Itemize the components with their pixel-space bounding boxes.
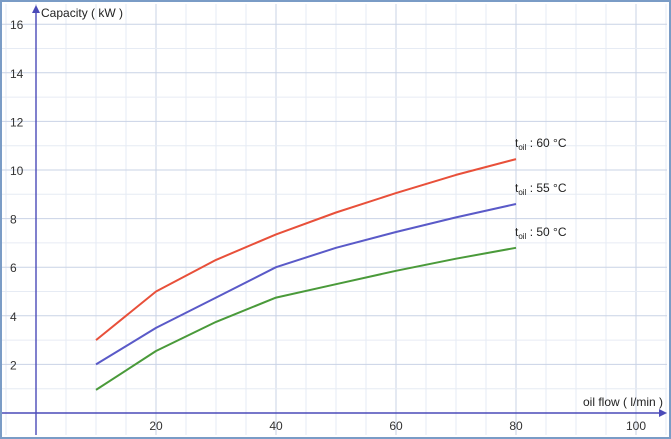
- y-tick-label: 6: [10, 261, 17, 275]
- x-tick-label: 60: [389, 419, 403, 433]
- y-tick-label: 4: [10, 310, 17, 324]
- y-tick-label: 8: [10, 213, 17, 227]
- y-axis-title: Capacity ( kW ): [41, 6, 123, 20]
- series-line: [95, 246, 517, 391]
- y-tick-label: 14: [10, 67, 24, 81]
- grid: [2, 4, 667, 435]
- series-line: [95, 158, 517, 341]
- x-tick-label: 40: [269, 419, 283, 433]
- x-tick-label: 20: [149, 419, 163, 433]
- y-tick-label: 12: [10, 115, 24, 129]
- x-tick-label: 100: [626, 419, 646, 433]
- series-label: toil : 50 °C: [515, 225, 567, 241]
- y-tick-label: 2: [10, 358, 17, 372]
- series-label: toil : 55 °C: [515, 181, 567, 197]
- x-tick-label: 80: [509, 419, 523, 433]
- y-tick-label: 16: [10, 18, 24, 32]
- series-line: [95, 203, 517, 366]
- x-axis-title: oil flow ( l/min ): [583, 395, 663, 409]
- x-axis-arrow: [659, 409, 667, 417]
- series-label: toil : 60 °C: [515, 136, 567, 152]
- y-tick-label: 10: [10, 164, 24, 178]
- y-axis-arrow: [32, 5, 40, 13]
